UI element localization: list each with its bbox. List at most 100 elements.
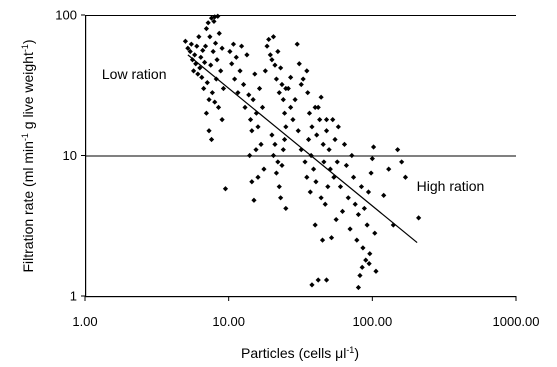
y-axis-label: Filtration rate (ml min-1 g live weight-… bbox=[20, 39, 36, 272]
data-point bbox=[347, 226, 353, 232]
data-point bbox=[335, 124, 341, 130]
data-point bbox=[255, 124, 261, 130]
x-axis-ticks: 1.00 10.00 100.00 1000.00 bbox=[72, 296, 540, 329]
y-axis-label-sup-1: -1 bbox=[20, 133, 30, 141]
data-point bbox=[307, 189, 313, 195]
data-point bbox=[279, 81, 285, 88]
data-point bbox=[295, 128, 301, 134]
data-point bbox=[202, 43, 209, 49]
data-point bbox=[206, 128, 212, 134]
x-axis-label: Particles (cells μl-1) bbox=[241, 345, 359, 361]
data-point bbox=[266, 36, 272, 43]
data-point bbox=[207, 34, 213, 40]
data-point bbox=[310, 166, 317, 172]
data-point bbox=[339, 208, 346, 215]
data-point bbox=[200, 47, 206, 53]
data-point bbox=[204, 80, 210, 86]
y-tick-label: 100 bbox=[55, 8, 77, 23]
data-point bbox=[331, 174, 337, 180]
x-tick-label: 100.00 bbox=[352, 314, 392, 329]
data-point bbox=[283, 85, 289, 92]
data-point bbox=[395, 147, 401, 153]
data-point bbox=[370, 144, 377, 150]
data-point bbox=[292, 96, 298, 103]
data-point bbox=[341, 141, 348, 147]
data-point bbox=[313, 179, 319, 185]
data-point bbox=[288, 74, 294, 80]
data-point bbox=[212, 40, 219, 46]
data-point bbox=[216, 30, 222, 36]
data-point bbox=[206, 96, 212, 103]
data-point bbox=[192, 52, 198, 58]
data-point bbox=[309, 282, 315, 288]
y-axis-ticks: 1 10 100 bbox=[55, 8, 85, 304]
x-tick-label: 1.00 bbox=[72, 314, 97, 329]
data-point bbox=[360, 245, 366, 251]
x-tick-label: 10.00 bbox=[212, 314, 245, 329]
data-point bbox=[276, 90, 282, 96]
data-point bbox=[242, 104, 248, 110]
data-point bbox=[283, 124, 289, 130]
y-tick-label: 10 bbox=[63, 148, 77, 163]
plot-area bbox=[85, 15, 516, 298]
data-point bbox=[309, 124, 315, 130]
data-point bbox=[215, 13, 221, 19]
plot-frame-bottom bbox=[85, 296, 516, 298]
data-point bbox=[244, 52, 250, 58]
data-point bbox=[369, 156, 375, 162]
data-point bbox=[364, 222, 370, 228]
data-point bbox=[187, 48, 193, 55]
y-axis-label-part-3: ) bbox=[20, 39, 36, 44]
data-point bbox=[253, 147, 259, 153]
data-point bbox=[302, 159, 308, 165]
data-point bbox=[416, 215, 422, 221]
data-point bbox=[219, 117, 225, 123]
data-point bbox=[278, 65, 284, 71]
data-point bbox=[235, 90, 241, 96]
data-point bbox=[390, 222, 396, 228]
data-point bbox=[259, 104, 266, 110]
data-point bbox=[232, 76, 238, 82]
data-point bbox=[273, 170, 280, 176]
data-point bbox=[211, 18, 217, 25]
data-point bbox=[323, 128, 330, 134]
data-point bbox=[328, 235, 335, 241]
data-point bbox=[269, 132, 275, 138]
data-point bbox=[218, 68, 224, 74]
data-point bbox=[203, 110, 210, 116]
data-point bbox=[275, 48, 281, 55]
annotation-low-ration: Low ration bbox=[102, 66, 167, 82]
data-point bbox=[350, 174, 357, 180]
data-point bbox=[237, 68, 243, 74]
data-point bbox=[361, 205, 367, 212]
x-axis-label-main: Particles (cells μl bbox=[241, 345, 346, 361]
data-point bbox=[332, 136, 338, 143]
data-point bbox=[334, 159, 340, 165]
data-point bbox=[366, 261, 372, 267]
data-point bbox=[318, 195, 324, 201]
data-point bbox=[272, 141, 278, 147]
data-point bbox=[238, 43, 245, 49]
data-point bbox=[330, 117, 336, 123]
data-point bbox=[354, 237, 360, 243]
data-point bbox=[240, 81, 247, 88]
data-point bbox=[402, 174, 409, 180]
data-point bbox=[372, 230, 378, 236]
data-point bbox=[359, 264, 365, 270]
data-point bbox=[276, 184, 282, 190]
data-point bbox=[305, 136, 312, 143]
data-point bbox=[269, 57, 275, 63]
data-point bbox=[368, 170, 374, 176]
data-point bbox=[230, 41, 237, 47]
data-point bbox=[264, 43, 270, 49]
data-point bbox=[386, 166, 392, 172]
trendline bbox=[187, 54, 418, 244]
data-point bbox=[298, 81, 304, 88]
data-point bbox=[199, 74, 205, 80]
data-point bbox=[280, 96, 286, 103]
data-point bbox=[337, 184, 344, 190]
data-point bbox=[256, 85, 263, 92]
annotation-high-ration: High ration bbox=[417, 178, 485, 194]
data-point bbox=[247, 152, 253, 159]
